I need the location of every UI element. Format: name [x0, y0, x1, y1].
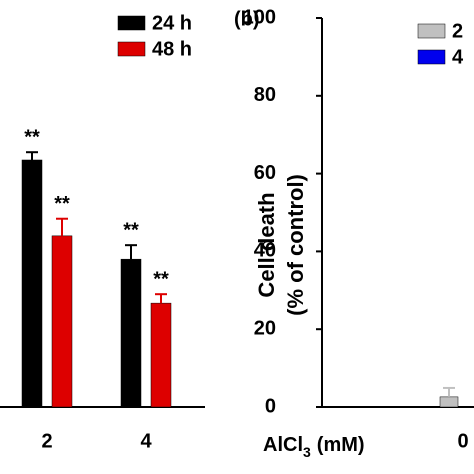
y-tick-label: 20: [254, 317, 276, 339]
y-tick-label: 100: [243, 6, 276, 28]
panel-label: (b): [234, 8, 260, 30]
x-label-unit: (mM): [317, 434, 365, 456]
x-tick-label: 2: [41, 430, 52, 452]
legend-label: 2: [452, 20, 463, 42]
bar: [439, 396, 459, 408]
legend-swatch: [117, 41, 146, 57]
legend-swatch: [417, 23, 446, 39]
significance-label: **: [54, 193, 70, 215]
y-tick-label: 0: [265, 395, 276, 417]
significance-label: **: [24, 126, 40, 148]
bar: [51, 235, 73, 408]
legend-label: 4: [452, 46, 464, 68]
y-label-line: Cell death: [254, 192, 279, 297]
y-label-line: (% of control): [283, 174, 308, 316]
y-tick-label: 80: [254, 84, 276, 106]
significance-label: **: [123, 219, 139, 241]
bar: [21, 159, 43, 408]
x-tick-label: 0: [457, 430, 468, 452]
bar: [150, 302, 172, 408]
y-tick-label: 40: [254, 240, 276, 262]
x-label: AlCl: [263, 434, 303, 456]
significance-label: **: [153, 268, 169, 290]
x-axis-title: AlCl3 (mM): [263, 434, 365, 459]
legend-label: 48 h: [152, 38, 192, 60]
bar: [120, 258, 142, 408]
y-axis-title: Cell death (% of control): [254, 174, 308, 316]
legend-swatch: [117, 15, 146, 31]
x-tick-label: 4: [140, 430, 152, 452]
y-tick-label: 60: [254, 162, 276, 184]
x-label-sub: 3: [303, 444, 311, 460]
legend-label: 24 h: [152, 12, 192, 34]
legend-swatch: [417, 49, 446, 65]
